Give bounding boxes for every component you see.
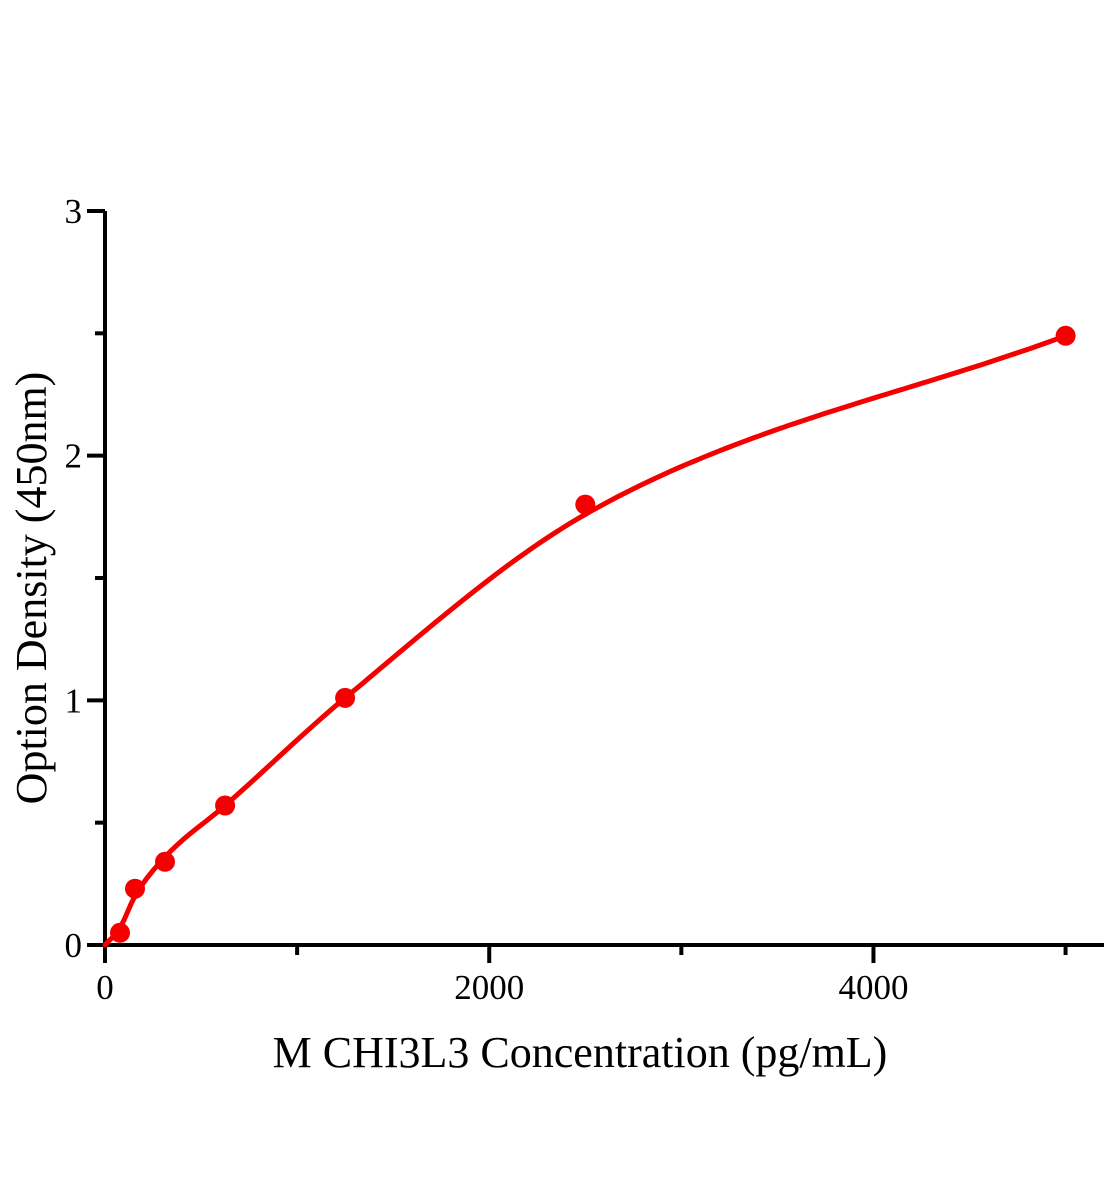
x-axis-title: M CHI3L3 Concentration (pg/mL) [273,1028,888,1077]
fit-curve-group [102,333,1069,948]
data-point [125,878,145,899]
y-tick-label: 0 [65,926,83,965]
data-point [215,795,236,816]
data-point [110,922,130,943]
tick-labels: 0 2000 4000 0 1 2 3 [65,192,909,1007]
x-tick-label: 2000 [454,968,524,1007]
data-point [575,494,596,515]
y-axis-title: Option Density (450nm) [7,372,56,805]
data-point [155,851,175,872]
data-points-group [110,325,1076,943]
data-point [335,687,356,708]
y-tick-label: 3 [65,192,83,231]
data-point [1055,325,1076,346]
fit-curve [102,333,1069,948]
x-tick-label: 0 [96,968,114,1007]
x-tick-label: 4000 [838,968,908,1007]
axes [103,211,1104,947]
y-tick-label: 2 [65,437,83,476]
tick-marks [87,209,1068,963]
y-tick-label: 1 [65,681,83,720]
